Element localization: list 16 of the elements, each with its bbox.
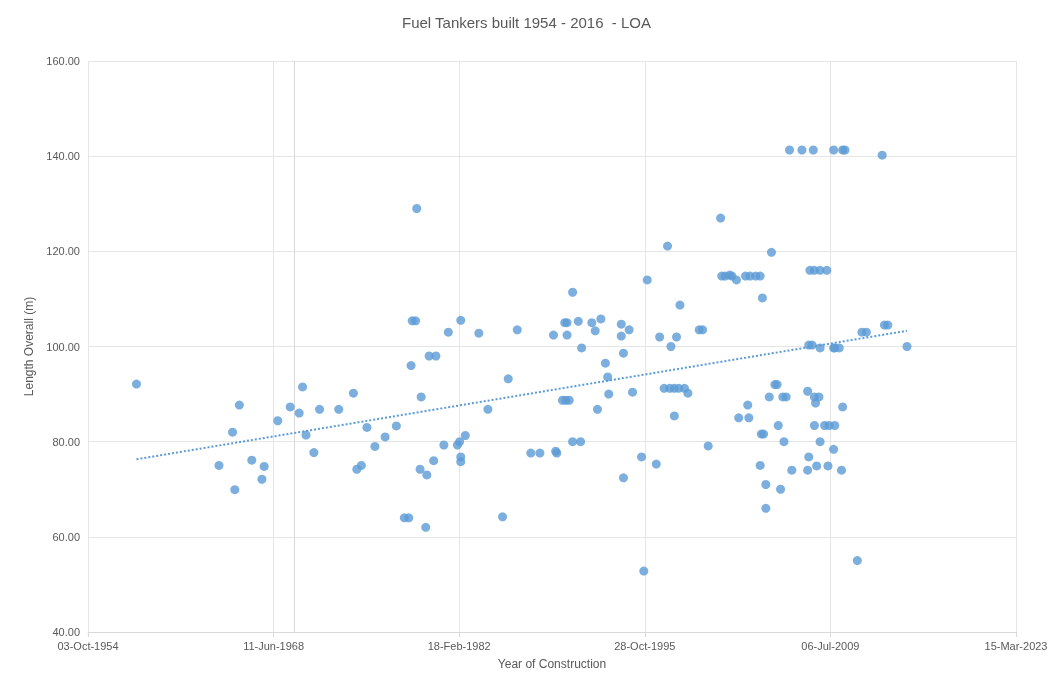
y-axis-title: Length Overall (m) xyxy=(22,296,37,397)
y-tick-label: 140.00 xyxy=(46,150,80,163)
y-tick-label: 160.00 xyxy=(46,55,80,67)
y-tick-label: 120.00 xyxy=(46,245,80,258)
x-tick-label: 28-Oct-1995 xyxy=(614,639,676,652)
x-axis-title: Year of Construction xyxy=(497,657,607,671)
x-tick-label: 06-Jul-2009 xyxy=(801,639,860,652)
x-tick-label: 15-Mar-2023 xyxy=(984,639,1048,652)
y-tick-label: 60.00 xyxy=(52,530,80,543)
x-tick-label: 03-Oct-1954 xyxy=(57,639,119,652)
x-tick-label: 18-Feb-1982 xyxy=(427,639,491,652)
y-tick-label: 80.00 xyxy=(52,435,80,448)
y-tick-label: 100.00 xyxy=(46,340,80,353)
chart-title: Fuel Tankers built 1954 - 2016 - LOA xyxy=(401,14,652,31)
y-tick-label: 40.00 xyxy=(52,626,80,638)
x-tick-label: 11-Jun-1968 xyxy=(243,639,305,652)
